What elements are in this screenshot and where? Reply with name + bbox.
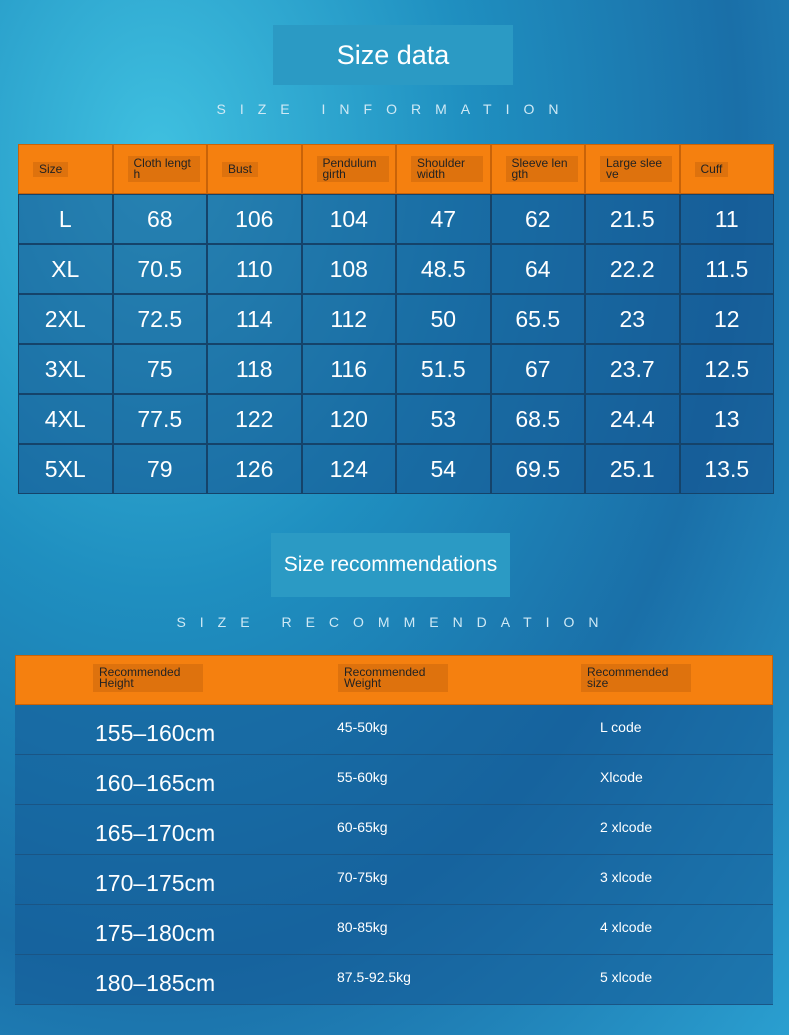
table-cell: 122 [207,394,302,444]
table-cell: 62 [490,194,585,244]
header-label: Cloth length [127,156,200,182]
table-row: 180–185cm 87.5-92.5kg 5 xlcode [15,955,773,1005]
table-cell: 69.5 [490,444,585,494]
table-cell: 104 [301,194,396,244]
header-label: Shoulder width [411,156,483,182]
header-label: Bust [222,161,259,177]
table-row: 170–175cm 70-75kg 3 xlcode [15,855,773,905]
header-cell: Shoulder width [396,144,491,194]
table-cell: 64 [490,244,585,294]
table-cell: 22.2 [585,244,680,294]
table-cell: 4 xlcode [600,919,653,935]
table-cell: 126 [207,444,302,494]
table-cell: 4XL [18,394,113,444]
table-cell: 108 [301,244,396,294]
header-label: Sleeve length [505,156,578,182]
table-cell: 68.5 [490,394,585,444]
table-cell: 155–160cm [95,719,216,746]
table-cell: 118 [207,344,302,394]
table-cell: 55-60kg [337,769,388,785]
table-cell: 11 [679,194,774,244]
header-label: Pendulum girth [316,156,389,182]
table-cell: 124 [301,444,396,494]
header-label: Recommended Weight [338,664,448,692]
table-cell: 54 [396,444,491,494]
table-cell: 2XL [18,294,113,344]
header-cell: Large sleeve [585,144,680,194]
table-cell: 79 [112,444,207,494]
table-cell: 170–175cm [95,869,216,896]
table-cell: 53 [396,394,491,444]
header-cell: Sleeve length [490,144,585,194]
header-label: Large sleeve [600,156,672,182]
table-cell: 110 [207,244,302,294]
table-cell: 60-65kg [337,819,388,835]
table-cell: 116 [301,344,396,394]
table-cell: 72.5 [112,294,207,344]
table-cell: 25.1 [585,444,680,494]
section-title: Size data [273,25,513,85]
table-cell: 75 [112,344,207,394]
table-cell: XL [18,244,113,294]
table-cell: 160–165cm [95,769,216,796]
header-cell: Cuff [679,144,774,194]
table-cell: 70.5 [112,244,207,294]
table-cell: 106 [207,194,302,244]
table-cell: 80-85kg [337,919,388,935]
table-cell: 112 [301,294,396,344]
table-cell: Xlcode [600,769,643,785]
table-cell: L code [600,719,642,735]
table-cell: 12.5 [679,344,774,394]
table-cell: 67 [490,344,585,394]
table-cell: 51.5 [396,344,491,394]
table-cell: 70-75kg [337,869,388,885]
table-cell: 5XL [18,444,113,494]
table-cell: 11.5 [679,244,774,294]
table-cell: 23 [585,294,680,344]
table-cell: 77.5 [112,394,207,444]
header-cell: Size [18,144,113,194]
table-cell: 48.5 [396,244,491,294]
table-cell: 3XL [18,344,113,394]
table-cell: 68 [112,194,207,244]
header-cell: Bust [207,144,302,194]
table-cell: 13.5 [679,444,774,494]
header-row: Recommended Height Recommended Weight Reco… [15,655,773,705]
table-cell: 165–170cm [95,819,216,846]
table-row: 160–165cm 55-60kg Xlcode [15,755,773,805]
table-cell: L [18,194,113,244]
header-label: Size [33,161,69,177]
table-cell: 120 [301,394,396,444]
header-cell: Cloth length [112,144,207,194]
header-label: Recommended Height [93,664,203,692]
header-label: Cuff [694,161,729,177]
table-cell: 3 xlcode [600,869,653,885]
table-cell: 45-50kg [337,719,388,735]
header-label: Recommended size [581,664,691,692]
table-cell: 87.5-92.5kg [337,969,411,985]
table-cell: 5 xlcode [600,969,653,985]
table-cell: 50 [396,294,491,344]
header-cell: Pendulum girth [301,144,396,194]
table-row: 155–160cm 45-50kg L code [15,705,773,755]
table-cell: 23.7 [585,344,680,394]
table-row: 175–180cm 80-85kg 4 xlcode [15,905,773,955]
section-subtitle: SIZE INFORMATION [216,101,573,117]
table-cell: 47 [396,194,491,244]
table-cell: 21.5 [585,194,680,244]
table-cell: 13 [679,394,774,444]
table-cell: 24.4 [585,394,680,444]
section-title: Size recommendations [271,533,510,597]
table-cell: 2 xlcode [600,819,653,835]
table-cell: 180–185cm [95,969,216,996]
table-cell: 114 [207,294,302,344]
table-cell: 175–180cm [95,919,216,946]
table-cell: 12 [679,294,774,344]
section-subtitle: SIZE RECOMMENDATION [176,614,613,630]
table-row: 165–170cm 60-65kg 2 xlcode [15,805,773,855]
table-cell: 65.5 [490,294,585,344]
